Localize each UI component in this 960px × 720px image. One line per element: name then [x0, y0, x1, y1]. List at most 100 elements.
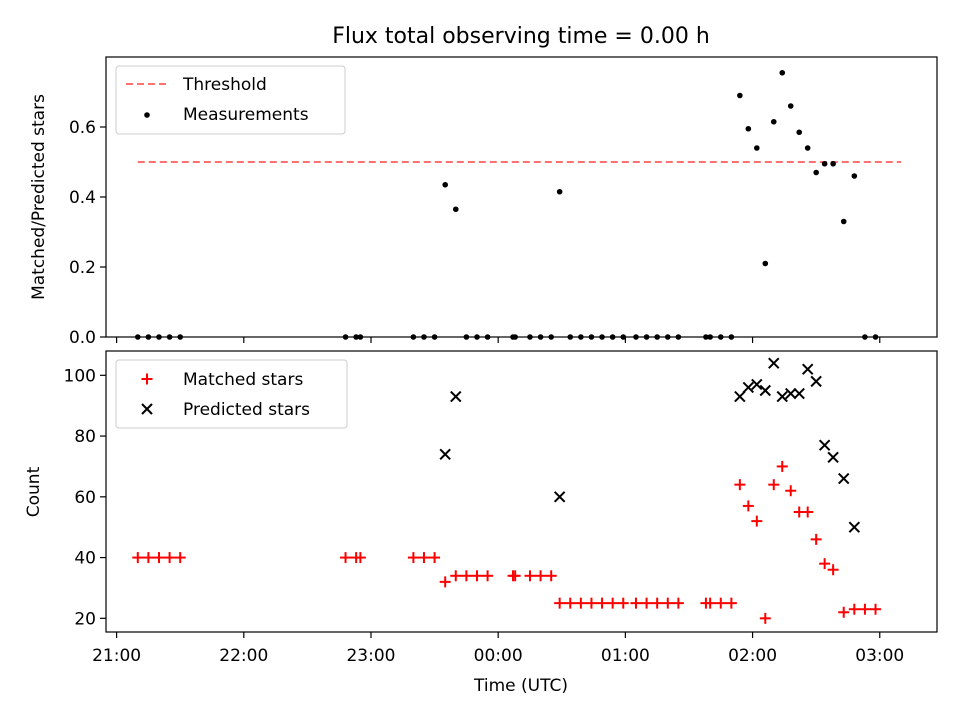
bottom-legend: Matched stars Predicted stars [115, 359, 348, 429]
matched-star-point [827, 564, 839, 576]
measurement-point [804, 145, 811, 151]
measurement-point [821, 160, 828, 167]
measurement-point [779, 69, 786, 76]
matched-star-point [848, 603, 860, 615]
bottom-y-tick-label: 60 [74, 488, 96, 508]
legend-threshold-label: Threshold [182, 75, 267, 95]
top-y-ticks: 0.0 0.2 0.4 0.6 [69, 118, 106, 348]
predicted-star-point [734, 390, 746, 403]
matched-star-point [132, 552, 144, 564]
predicted-marker [141, 403, 153, 415]
matched-star-point [554, 597, 566, 609]
bottom-x-tick-label: 03:00 [855, 646, 904, 666]
matched-star-point [785, 485, 797, 497]
top-y-axis-label: Matched/Predicted stars [29, 94, 49, 300]
x-axis-label: Time (UTC) [473, 676, 568, 696]
measurement-point [556, 188, 563, 195]
matched-star-point [725, 597, 737, 609]
matched-star-point [450, 570, 462, 582]
matched-star-point [564, 597, 576, 609]
measurement-point [796, 129, 803, 136]
matched-star-point [704, 597, 716, 609]
matched-star-point [585, 597, 597, 609]
measurement-point [762, 260, 769, 267]
matched-star-point [524, 570, 536, 582]
matched-star-point [838, 606, 850, 618]
matched-star-point [460, 570, 472, 582]
measurement-point [830, 160, 836, 167]
matched-star-point [418, 552, 430, 564]
predicted-star-point [827, 451, 839, 464]
matched-star-point [776, 460, 788, 472]
matched-star-point [164, 552, 176, 564]
matched-star-point [651, 597, 663, 609]
matched-star-point [142, 552, 154, 564]
matched-star-point [759, 612, 771, 624]
predicted-star-point [450, 390, 462, 403]
matched-star-point [340, 552, 352, 564]
bottom-x-tick-label: 22:00 [219, 646, 268, 666]
matched-star-point [641, 597, 653, 609]
legend-matched-label: Matched stars [183, 370, 303, 390]
top-panel: 0.0 0.2 0.4 0.6 Matched/Predicted stars Thr… [29, 56, 938, 348]
matched-star-point [715, 597, 727, 609]
predicted-star-point [818, 439, 831, 451]
matched-star-point [174, 552, 186, 564]
matched-star-point [662, 597, 674, 609]
matched-star-point [859, 603, 871, 615]
matched-star-point [819, 558, 831, 570]
matched-star-point [407, 552, 419, 564]
matched-star-point [471, 570, 483, 582]
matched-marker [141, 373, 153, 385]
predicted-star-point [793, 387, 805, 400]
legend-matched-swatch [141, 373, 153, 385]
bottom-plot-frame [105, 350, 938, 633]
matched-star-point [607, 597, 619, 609]
measurement-point [813, 169, 819, 176]
matched-star-point [802, 506, 814, 518]
matched-star-point [509, 570, 521, 582]
bottom-x-ticks: 21:00 22:00 23:00 00:00 01:00 02:00 03:00 [92, 632, 904, 666]
measurement-point [737, 92, 743, 99]
top-y-tick-label: 0.2 [69, 258, 96, 278]
top-x-ticks [115, 337, 881, 343]
bottom-y-ticks: 20 40 60 80 100 [64, 366, 106, 629]
bottom-panel: 20 40 60 80 100 21:00 22:00 23:00 00:00 01:00 02:… [24, 350, 938, 696]
measurement-point [442, 181, 448, 188]
bottom-x-tick-label: 02:00 [728, 646, 777, 666]
matched-star-point [596, 597, 608, 609]
legend-predicted-label: Predicted stars [183, 400, 310, 420]
legend-measurements-swatch [144, 112, 150, 118]
predicted-star-point [751, 378, 763, 391]
predicted-star-point [759, 384, 771, 397]
matched-star-point [617, 597, 629, 609]
top-y-tick-label: 0.6 [69, 118, 96, 138]
matched-star-point [870, 603, 882, 615]
top-y-tick-label: 0.4 [69, 188, 96, 208]
predicted-star-point [776, 390, 788, 403]
top-legend: Threshold Measurements [115, 65, 346, 135]
measurement-point [851, 173, 858, 179]
measurement-point [787, 103, 794, 109]
predicted-star-point [838, 472, 850, 485]
matched-star-point [429, 552, 441, 564]
bottom-y-axis-label: Count [24, 466, 44, 517]
matched-star-point [751, 515, 763, 527]
predicted-star-point [768, 357, 780, 369]
matched-star-point [810, 533, 822, 545]
predicted-star-point [439, 448, 451, 460]
matched-star-point [734, 479, 746, 491]
matched-star-point [768, 479, 780, 491]
matched-star-point [482, 570, 494, 582]
chart-title: Flux total observing time = 0.00 h [332, 24, 710, 49]
bottom-x-tick-label: 01:00 [601, 646, 650, 666]
matched-star-point [630, 597, 642, 609]
matched-star-point [153, 552, 165, 564]
bottom-legend-frame [115, 359, 348, 429]
bottom-marks [132, 357, 882, 624]
matched-star-point [439, 576, 451, 588]
measurement-point [452, 206, 459, 213]
bottom-x-tick-label: 21:00 [92, 646, 141, 666]
measurement-point [754, 145, 760, 151]
